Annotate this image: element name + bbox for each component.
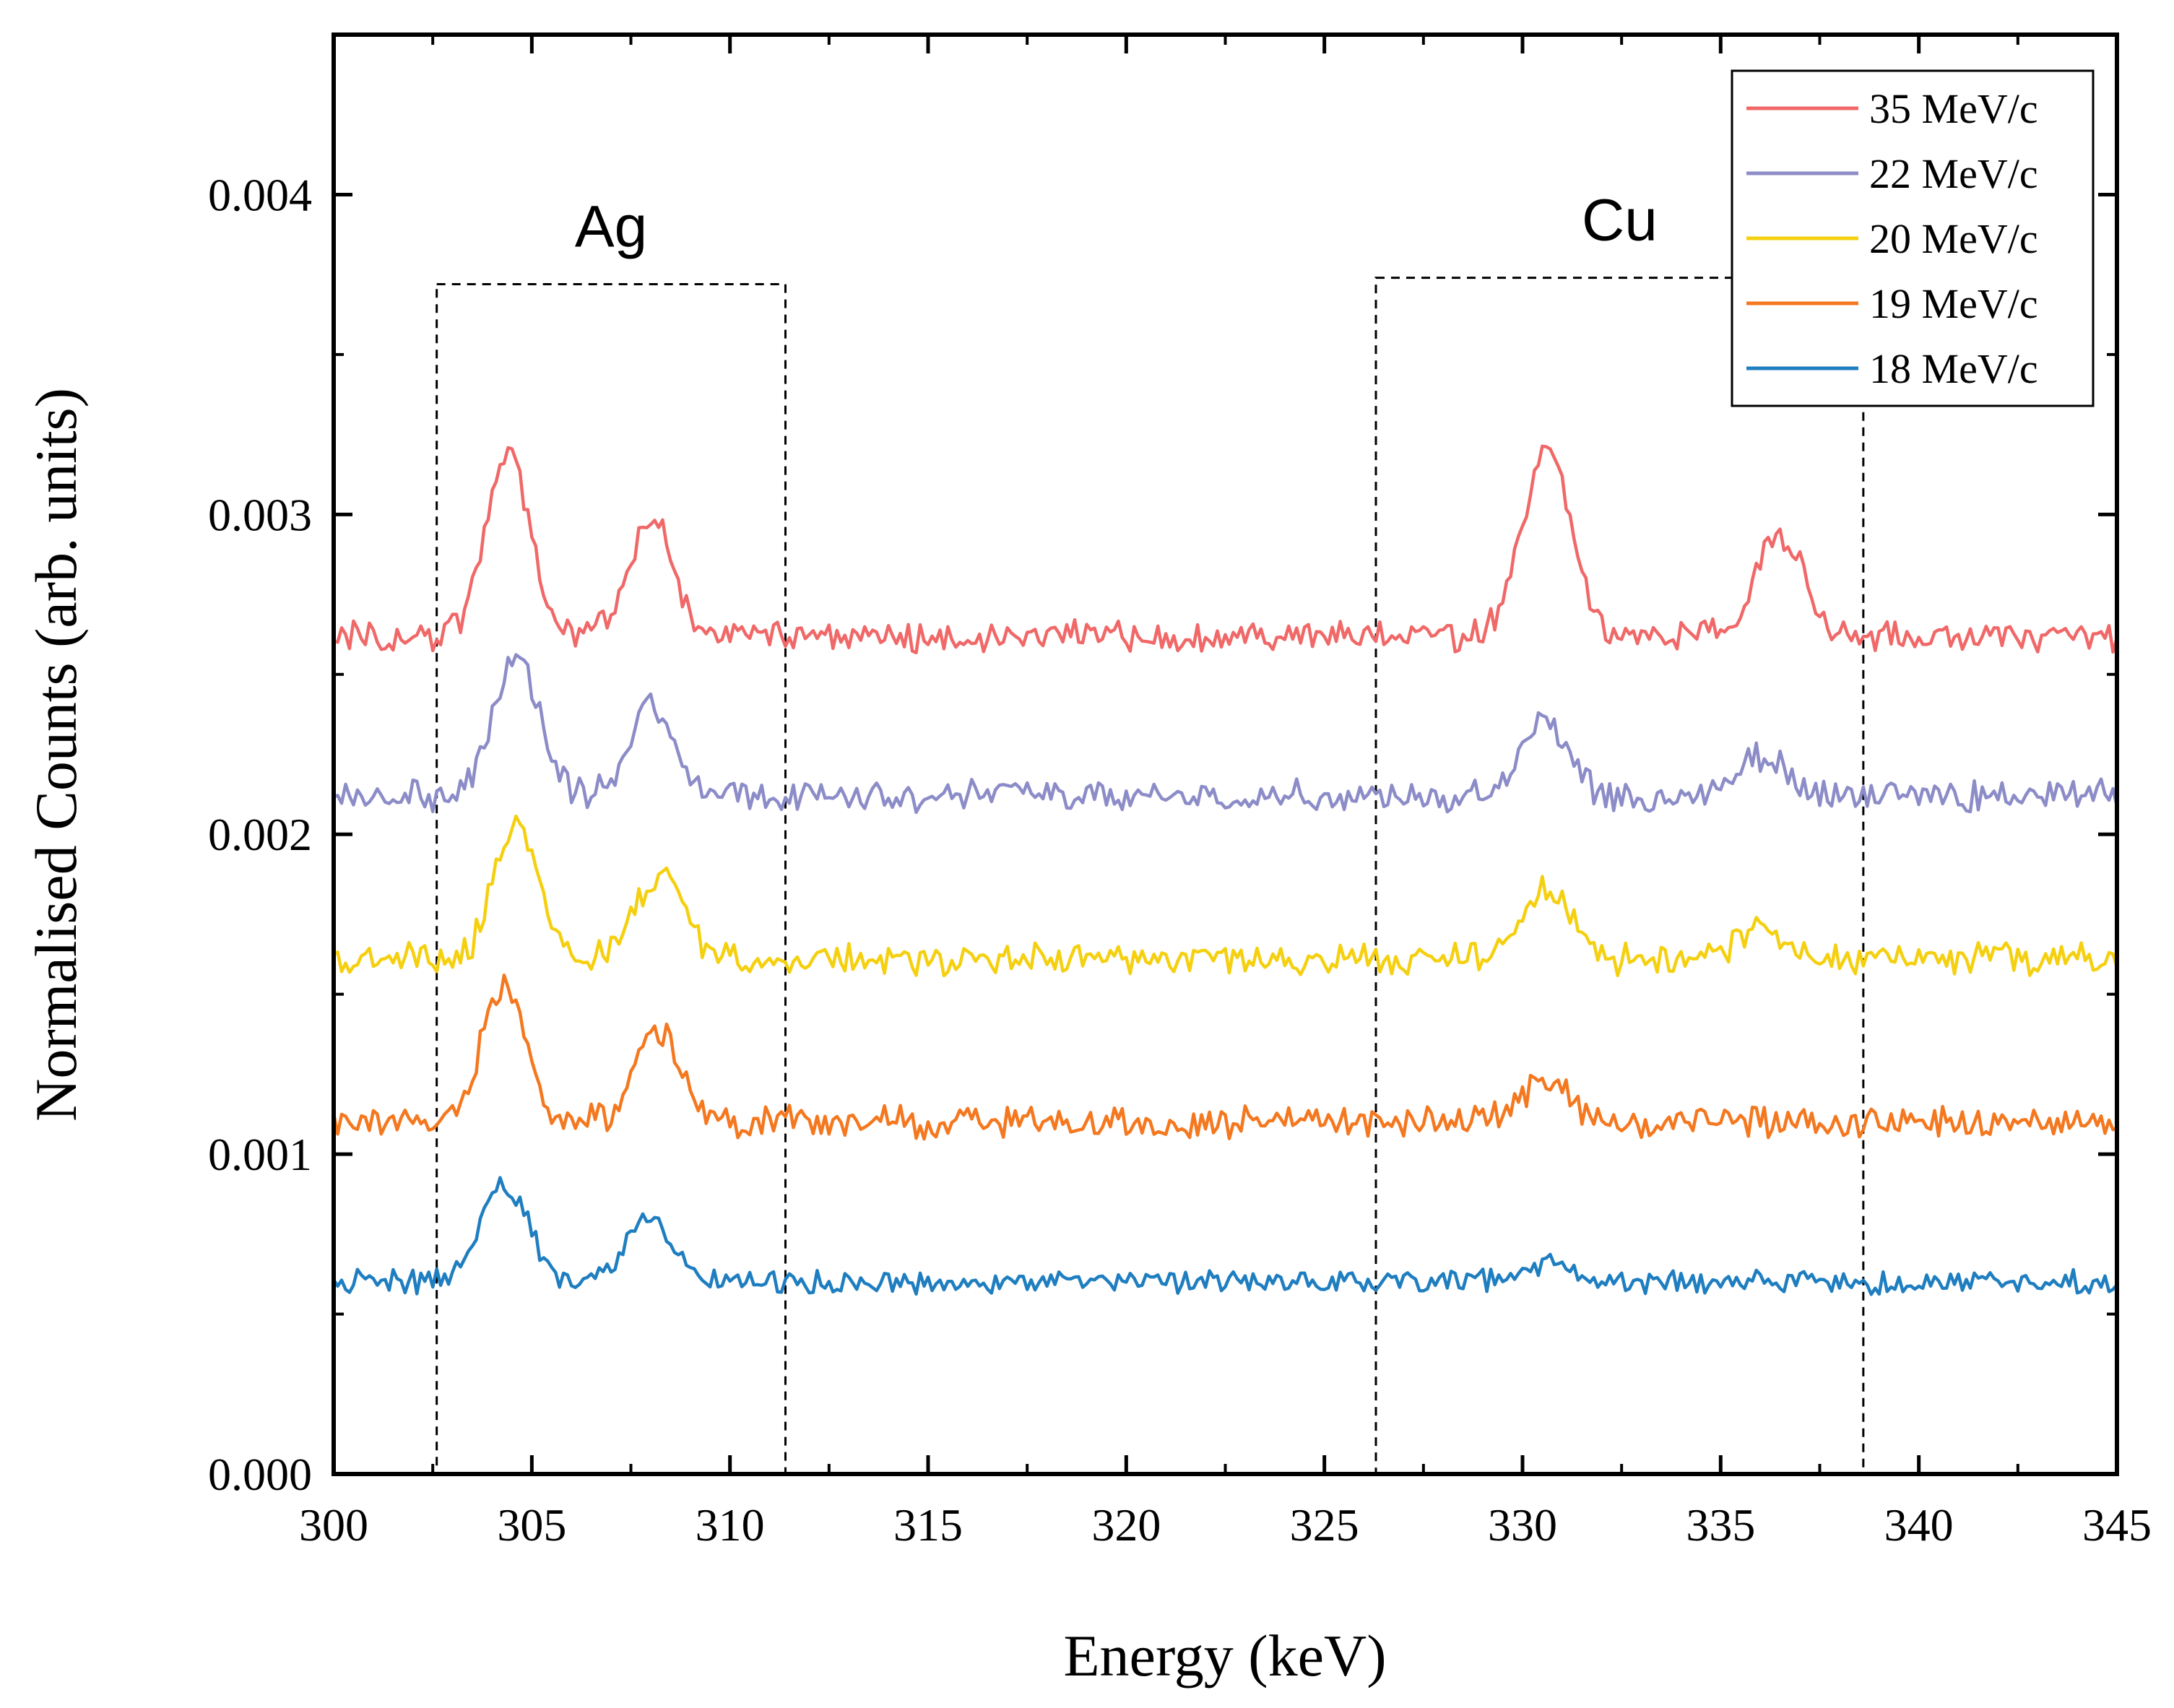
- series-line: [333, 653, 2119, 815]
- x-tick-label: 300: [299, 1499, 368, 1551]
- y-tick-label: 0.002: [208, 809, 312, 860]
- x-tick-label: 335: [1686, 1499, 1755, 1551]
- x-tick-label: 320: [1091, 1499, 1161, 1551]
- x-axis-title: Energy (keV): [1063, 1623, 1386, 1689]
- series-lines: [332, 444, 2119, 1296]
- legend: 35 MeV/c 22 MeV/c 20 MeV/c 19 MeV/c 18 MeV/c: [1731, 69, 2095, 407]
- series-line: [333, 444, 2119, 655]
- y-tick-label: 0.004: [208, 169, 312, 220]
- x-tick-label: 310: [696, 1499, 765, 1551]
- legend-label: 19 MeV/c: [1869, 280, 2038, 327]
- legend-label: 20 MeV/c: [1869, 215, 2038, 262]
- x-tick-label: 330: [1488, 1499, 1557, 1551]
- x-axis: 300 305 310 315 320 325 330 335 340 345: [299, 35, 2152, 1551]
- y-tick-label: 0.001: [208, 1129, 312, 1180]
- x-tick-label: 345: [2082, 1499, 2152, 1551]
- x-tick-label: 315: [893, 1499, 963, 1551]
- series-line: [332, 1176, 2118, 1296]
- x-tick-label: 325: [1290, 1499, 1359, 1551]
- x-tick-label: 340: [1884, 1499, 1954, 1551]
- y-axis-title: Normalised Counts (arb. units): [23, 388, 89, 1122]
- legend-label: 35 MeV/c: [1869, 85, 2038, 132]
- series-line: [332, 814, 2119, 978]
- region-labels: Ag Cu: [575, 188, 1658, 260]
- x-tick-label: 305: [497, 1499, 566, 1551]
- series-line: [332, 974, 2118, 1141]
- legend-label: 18 MeV/c: [1869, 345, 2038, 392]
- y-tick-label: 0.003: [208, 489, 312, 540]
- region-label: Cu: [1582, 188, 1658, 253]
- y-tick-label: 0.000: [208, 1449, 312, 1500]
- y-axis: 0.000 0.001 0.002 0.003 0.004: [208, 169, 2117, 1500]
- legend-label: 22 MeV/c: [1869, 150, 2038, 197]
- region-label: Ag: [575, 194, 647, 259]
- region-box: [436, 282, 787, 1475]
